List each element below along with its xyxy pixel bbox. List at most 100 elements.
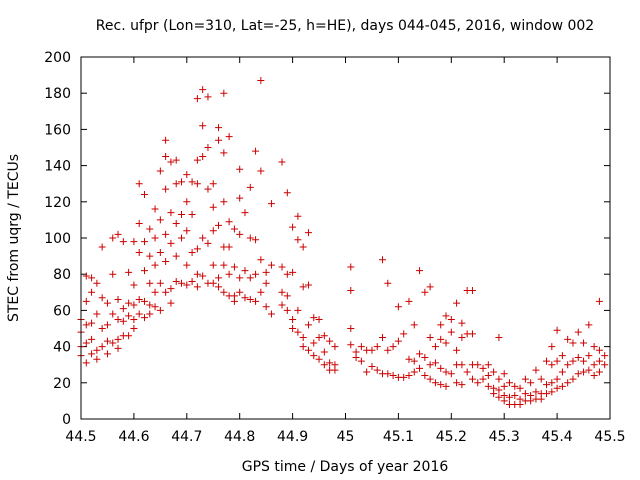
data-point <box>130 238 138 246</box>
x-axis-ticks: 44.5 44.6 44.7 44.8 44.9 45 45.1 45.2 45.3 45.4 45… <box>65 57 626 445</box>
y-tick-label: 140 <box>44 159 71 175</box>
data-point <box>532 388 540 396</box>
data-point <box>162 230 170 238</box>
data-point <box>283 270 291 278</box>
data-point <box>204 144 212 151</box>
x-tick-label: 44.5 <box>65 429 96 445</box>
data-point <box>495 386 503 394</box>
data-point <box>125 332 133 340</box>
data-point <box>220 288 228 296</box>
data-point <box>215 124 223 132</box>
data-point <box>125 299 133 307</box>
data-point <box>283 306 291 314</box>
data-point <box>156 306 164 314</box>
data-point <box>188 178 196 186</box>
data-point <box>140 297 148 305</box>
data-point <box>357 343 365 351</box>
data-point <box>421 372 429 380</box>
data-point <box>590 361 598 369</box>
data-point <box>516 384 524 392</box>
data-point <box>241 267 249 275</box>
data-point <box>209 279 217 287</box>
data-point <box>426 334 434 342</box>
data-point <box>98 243 106 251</box>
data-point <box>405 372 413 380</box>
data-point <box>426 375 434 383</box>
data-point <box>119 238 127 246</box>
data-point <box>262 279 270 287</box>
data-point <box>183 198 191 206</box>
y-tick-label: 60 <box>53 303 71 319</box>
data-point <box>172 277 180 285</box>
data-point <box>521 375 529 383</box>
data-point <box>585 366 593 374</box>
data-point <box>326 359 334 367</box>
data-point <box>151 261 159 269</box>
data-point <box>468 286 476 294</box>
data-point <box>257 256 265 264</box>
data-point <box>357 357 365 365</box>
data-point <box>225 133 233 141</box>
data-point <box>490 368 498 376</box>
y-tick-label: 200 <box>44 50 71 66</box>
data-point <box>172 156 180 164</box>
data-point <box>140 267 148 275</box>
data-point <box>537 375 545 383</box>
data-point <box>151 205 159 213</box>
data-point <box>431 343 439 351</box>
data-point <box>241 294 249 302</box>
data-point <box>252 147 260 155</box>
data-point <box>574 370 582 378</box>
data-point <box>252 297 260 305</box>
data-point <box>453 299 461 307</box>
data-point <box>199 153 207 161</box>
data-point <box>505 393 513 401</box>
data-point <box>82 297 90 305</box>
data-point <box>574 353 582 361</box>
data-point <box>98 325 106 332</box>
data-point <box>93 310 101 318</box>
data-point <box>543 390 551 398</box>
y-tick-label: 120 <box>44 195 71 211</box>
y-axis-ticks: 0 20 40 60 80 100 120 140 160 180 200 <box>44 50 610 428</box>
data-point <box>553 357 561 365</box>
data-point <box>400 330 408 338</box>
data-point <box>500 382 508 390</box>
data-point <box>320 348 328 356</box>
data-point <box>479 375 487 383</box>
data-point <box>484 361 492 369</box>
x-tick-label: 45.2 <box>436 429 467 445</box>
data-point <box>220 89 228 97</box>
data-point <box>119 317 127 325</box>
data-point <box>574 328 582 336</box>
data-point <box>82 321 90 329</box>
data-point <box>162 153 170 161</box>
data-point <box>548 379 556 387</box>
data-point <box>125 268 133 276</box>
data-point <box>558 382 566 390</box>
data-point <box>151 303 159 311</box>
data-point <box>289 315 297 323</box>
data-point <box>82 272 90 280</box>
data-point <box>315 315 323 323</box>
data-point <box>304 229 312 237</box>
data-point <box>183 261 191 269</box>
data-point <box>289 325 297 332</box>
y-tick-label: 20 <box>53 376 71 392</box>
data-points <box>77 77 609 409</box>
data-point <box>495 334 503 342</box>
data-point <box>326 337 334 345</box>
data-point <box>553 384 561 392</box>
data-point <box>299 283 307 291</box>
data-point <box>289 268 297 276</box>
data-point <box>225 243 233 251</box>
data-point <box>241 209 249 217</box>
data-point <box>553 326 561 334</box>
data-point <box>172 252 180 260</box>
data-point <box>352 353 360 361</box>
data-point <box>347 325 355 332</box>
data-point <box>193 283 201 291</box>
data-point <box>405 297 413 305</box>
data-point <box>521 390 529 398</box>
